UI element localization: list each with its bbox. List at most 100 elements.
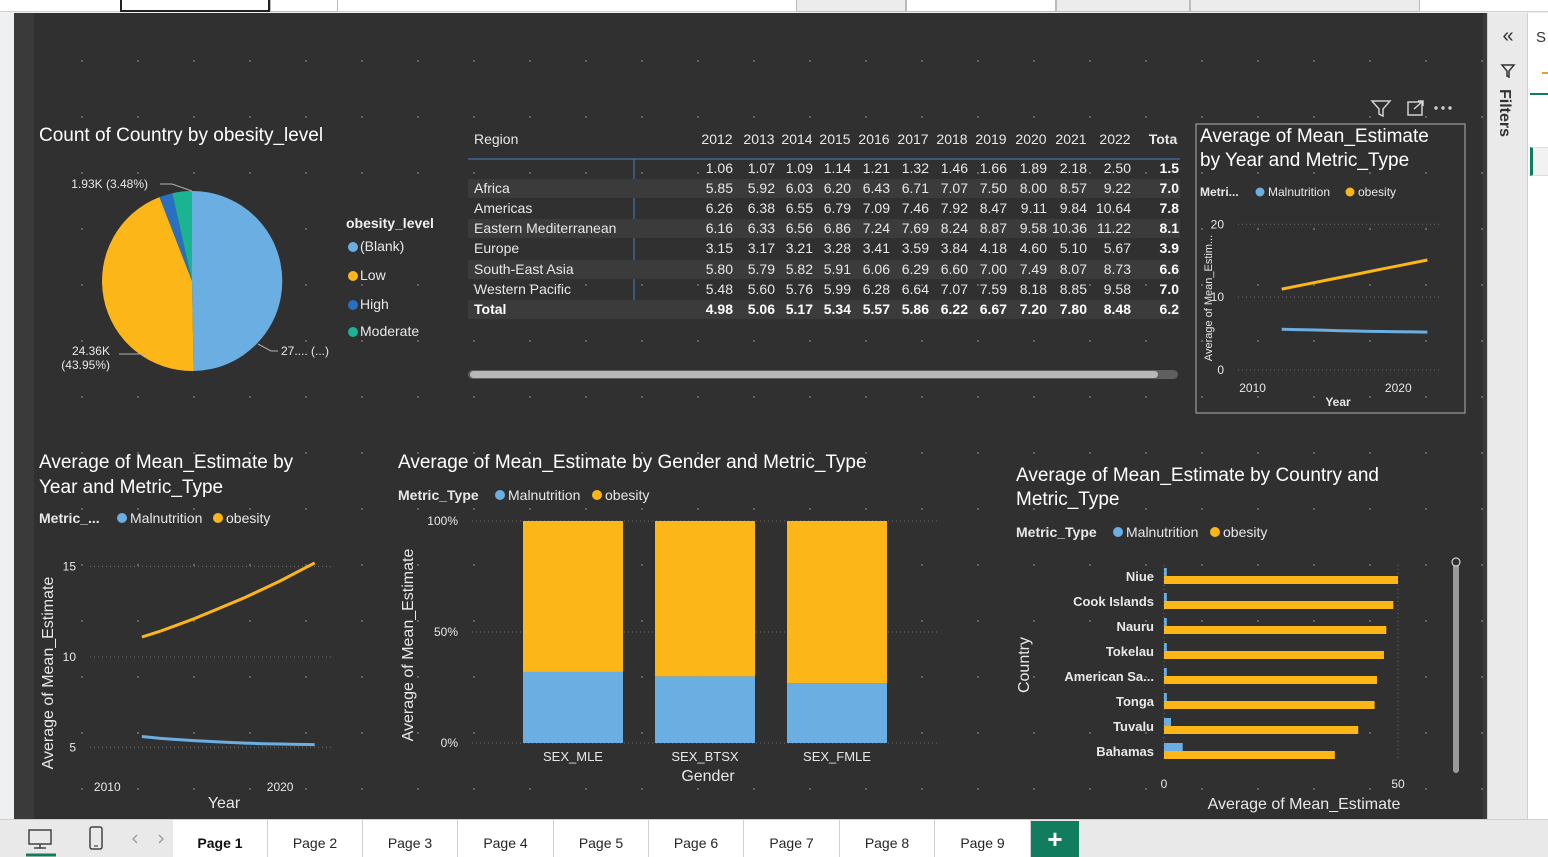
pie-visual[interactable]: Count of Country by obesity_level 1.93K …: [39, 125, 434, 372]
focus-mode-icon[interactable]: [1407, 100, 1424, 116]
bar-segment-obesity[interactable]: [787, 521, 887, 684]
tab-page-9[interactable]: Page 9: [935, 820, 1031, 857]
table-row-label: Africa: [474, 180, 510, 196]
tab-page-1[interactable]: Page 1: [173, 820, 268, 857]
toolbar-box-6[interactable]: [1190, 0, 1420, 12]
table-header-4: 2015: [819, 131, 850, 147]
filter-icon[interactable]: [1370, 100, 1392, 118]
bar-segment-malnutrition[interactable]: [787, 683, 887, 743]
legend-blank[interactable]: (Blank): [360, 238, 404, 254]
bar-malnutrition[interactable]: [1164, 593, 1167, 601]
table-cell: 6.28: [863, 281, 890, 297]
add-page-button[interactable]: +: [1031, 821, 1079, 857]
bar-obesity[interactable]: [1164, 601, 1394, 609]
table-header-3: 2014: [781, 131, 812, 147]
table-cell: 5.79: [748, 261, 775, 277]
tab-scroll-left-icon[interactable]: [132, 834, 138, 844]
bar-obesity[interactable]: [1164, 676, 1377, 684]
secondary-pane-divider: [1530, 93, 1548, 95]
toolbar-box-3[interactable]: [796, 0, 906, 12]
tab-page-7[interactable]: Page 7: [744, 820, 840, 857]
small-line-visual[interactable]: Average of Mean_Estimate by Year and Met…: [1195, 100, 1466, 414]
line-malnutrition[interactable]: [141, 735, 315, 747]
tab-page-2[interactable]: Page 2: [268, 820, 363, 857]
more-options-icon[interactable]: [1434, 106, 1452, 110]
matrix-table[interactable]: Region 2012 2013 2014 2015 2016 2017 2018 2019 20…: [468, 131, 1180, 379]
pie-slice-low[interactable]: [102, 197, 194, 372]
bar-malnutrition[interactable]: [1164, 668, 1167, 676]
line-malnutrition[interactable]: [1281, 327, 1428, 334]
bar-malnutrition[interactable]: [1164, 643, 1167, 651]
legend-low[interactable]: Low: [360, 267, 387, 283]
table-header-7: 2018: [936, 131, 967, 147]
table-cell: 3.9: [1160, 240, 1180, 256]
hbar-scroll-handle[interactable]: [1451, 557, 1461, 567]
tab-page-4[interactable]: Page 4: [458, 820, 554, 857]
bar-malnutrition[interactable]: [1164, 568, 1167, 576]
bar-obesity[interactable]: [1164, 726, 1359, 734]
hbar-xlabel: Average of Mean_Estimate: [1208, 796, 1401, 813]
toolbar-box-1[interactable]: [120, 0, 270, 12]
bar-obesity[interactable]: [1164, 751, 1335, 759]
table-scrollbar-thumb[interactable]: [470, 371, 1158, 378]
toolbar-box-4[interactable]: [906, 0, 1056, 12]
table-cell: 5.10: [1060, 240, 1087, 256]
bar-malnutrition[interactable]: [1164, 618, 1167, 626]
double-chevron-left-icon[interactable]: «: [1502, 25, 1513, 47]
stacked-column-visual[interactable]: Average of Mean_Estimate by Gender and M…: [398, 452, 940, 785]
big-legend-malnutrition[interactable]: Malnutrition: [130, 510, 202, 526]
bar-malnutrition[interactable]: [1164, 718, 1172, 726]
country-label: American Sa...: [1064, 669, 1154, 684]
mobile-view-icon[interactable]: [89, 826, 103, 850]
tab-page-3[interactable]: Page 3: [363, 820, 458, 857]
bar-obesity[interactable]: [1164, 701, 1375, 709]
bar-obesity[interactable]: [1164, 576, 1398, 584]
hbar-scrollbar[interactable]: [1453, 561, 1459, 773]
y-tick-label: 15: [63, 560, 77, 574]
bar-malnutrition[interactable]: [1164, 693, 1167, 701]
pie-slice-moderate[interactable]: [172, 191, 192, 281]
bar-segment-malnutrition[interactable]: [655, 676, 755, 743]
x-tick-label: SEX_FMLE: [803, 749, 871, 764]
small-legend-malnutrition[interactable]: Malnutrition: [1268, 185, 1330, 199]
bar-segment-obesity[interactable]: [523, 521, 623, 672]
bar-segment-malnutrition[interactable]: [523, 671, 623, 743]
tab-page-5[interactable]: Page 5: [554, 820, 649, 857]
secondary-pane-item[interactable]: [1530, 147, 1548, 176]
legend-moderate[interactable]: Moderate: [360, 323, 419, 339]
pie-slice-high[interactable]: [159, 193, 192, 281]
secondary-pane[interactable]: S: [1527, 13, 1548, 819]
filters-pane[interactable]: « Filters: [1487, 13, 1527, 819]
table-cell: 9.58: [1104, 281, 1131, 297]
line-obesity[interactable]: [1281, 258, 1428, 291]
filters-label[interactable]: Filters: [1496, 89, 1513, 137]
bar-malnutrition[interactable]: [1164, 743, 1183, 751]
pie-slice-blank[interactable]: [192, 190, 283, 371]
tab-page-6[interactable]: Page 6: [649, 820, 744, 857]
table-cell: 6.86: [824, 220, 851, 236]
stacked-legend-obesity[interactable]: obesity: [605, 487, 649, 503]
y-tick-label: 0: [1217, 363, 1224, 377]
table-cell: 4.18: [980, 240, 1007, 256]
bar-segment-obesity[interactable]: [655, 521, 755, 677]
bar-obesity[interactable]: [1164, 651, 1384, 659]
tab-scroll-right-icon[interactable]: [158, 834, 164, 844]
desktop-view-icon[interactable]: [26, 829, 56, 857]
bar-obesity[interactable]: [1164, 626, 1387, 634]
hbar-legend-malnutrition[interactable]: Malnutrition: [1126, 524, 1198, 540]
legend-high[interactable]: High: [360, 296, 389, 312]
table-cell: 5.82: [786, 261, 813, 277]
hbar-visual[interactable]: Average of Mean_Estimate by Country and …: [1016, 465, 1461, 813]
table-cell: 1.5: [1160, 160, 1180, 176]
toolbar-box-2[interactable]: [270, 0, 338, 12]
table-cell: 6.56: [786, 220, 813, 236]
tab-page-8[interactable]: Page 8: [840, 820, 935, 857]
hbar-legend-obesity[interactable]: obesity: [1223, 524, 1267, 540]
stacked-legend-malnutrition[interactable]: Malnutrition: [508, 487, 580, 503]
x-tick-label: SEX_BTSX: [671, 749, 739, 764]
big-legend-obesity[interactable]: obesity: [226, 510, 270, 526]
line-obesity[interactable]: [141, 561, 316, 639]
big-line-visual[interactable]: Average of Mean_Estimate by Year and Met…: [39, 452, 332, 812]
toolbar-box-5[interactable]: [1056, 0, 1190, 12]
small-legend-obesity[interactable]: obesity: [1358, 185, 1396, 199]
